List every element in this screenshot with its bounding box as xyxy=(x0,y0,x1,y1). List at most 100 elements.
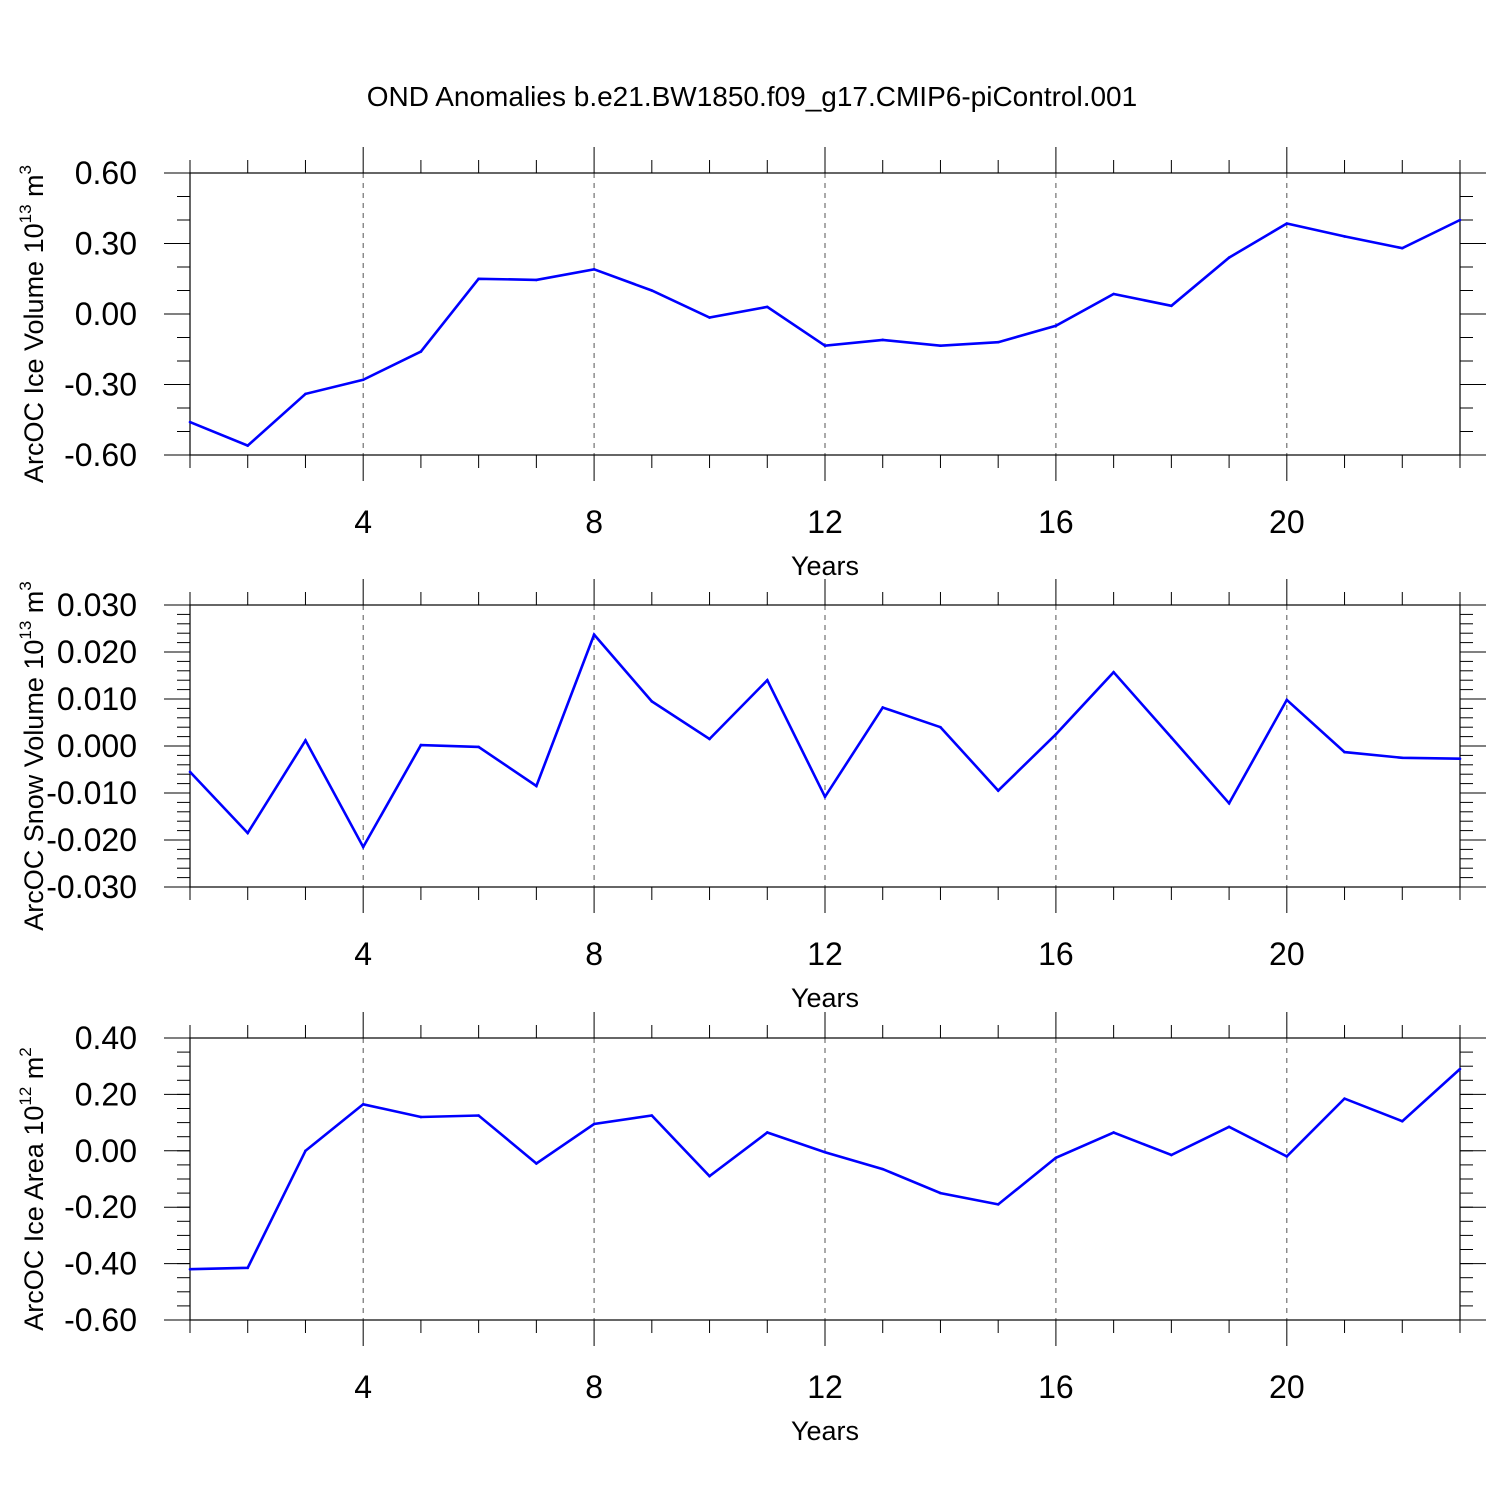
x-tick-label: 8 xyxy=(585,936,603,972)
data-point xyxy=(1343,235,1346,238)
data-point xyxy=(1112,292,1115,296)
y-tick-label: 0.020 xyxy=(57,634,137,670)
data-point xyxy=(592,268,596,271)
x-tick-label: 12 xyxy=(807,1369,843,1405)
data-point xyxy=(1112,1131,1115,1134)
data-point xyxy=(361,378,365,382)
x-tick-label: 4 xyxy=(354,936,372,972)
data-point xyxy=(1343,1097,1346,1100)
panel-ice-volume: -0.60 -0.30 0.00 0.30 0.60 4 8 12 16 20 Years ArcOC… xyxy=(16,147,1486,581)
x-axis-title: Years xyxy=(791,983,859,1013)
data-point xyxy=(996,789,1000,792)
y-axis-title: ArcOC Ice Volume 1013 m3 xyxy=(16,165,49,483)
x-tick-label: 20 xyxy=(1269,936,1305,972)
x-axis-title: Years xyxy=(791,1416,859,1446)
y-tick-label: -0.30 xyxy=(64,367,137,403)
y-tick-label: 0.40 xyxy=(75,1020,137,1056)
data-point xyxy=(419,743,423,747)
x-tick-label: 16 xyxy=(1038,1369,1074,1405)
x-tick-label: 12 xyxy=(807,504,843,540)
data-point xyxy=(361,845,365,849)
data-point xyxy=(881,706,885,709)
panel-snow-volume: -0.030 -0.020 -0.010 0.000 0.010 0.020 0.030 4 8… xyxy=(16,579,1486,1013)
data-point xyxy=(419,350,423,353)
data-point xyxy=(650,700,654,703)
data-point xyxy=(1400,1119,1404,1123)
panels: -0.60 -0.30 0.00 0.30 0.60 4 8 12 16 20 Years ArcOC… xyxy=(16,147,1486,1446)
data-point xyxy=(1458,1067,1462,1071)
y-tick-label: -0.20 xyxy=(64,1189,137,1225)
data-point xyxy=(535,278,538,282)
figure-title: OND Anomalies b.e21.BW1850.f09_g17.CMIP6… xyxy=(367,81,1137,112)
y-tick-label: 0.30 xyxy=(75,226,137,262)
data-point xyxy=(246,1266,250,1270)
x-tick-label: 12 xyxy=(807,936,843,972)
data-point xyxy=(1458,757,1462,760)
data-point xyxy=(650,289,654,292)
data-point xyxy=(1227,802,1231,805)
data-point xyxy=(939,1191,942,1195)
x-tick-label: 4 xyxy=(354,1369,372,1405)
data-point xyxy=(304,392,307,396)
x-axis-title: Years xyxy=(791,551,859,581)
x-tick-label: 16 xyxy=(1038,504,1074,540)
data-point xyxy=(535,1162,538,1165)
data-point xyxy=(592,633,596,636)
y-tick-label: -0.030 xyxy=(46,869,137,905)
data-point xyxy=(1285,698,1289,702)
y-axis-title: ArcOC Snow Volume 1013 m3 xyxy=(16,581,49,931)
data-point xyxy=(939,725,942,729)
data-point xyxy=(881,1167,885,1171)
y-tick-label: -0.010 xyxy=(46,775,137,811)
y-tick-label: 0.00 xyxy=(75,296,137,332)
y-tick-label: 0.010 xyxy=(57,681,137,717)
data-point xyxy=(188,1267,192,1271)
y-tick-label: -0.020 xyxy=(46,822,137,858)
data-point xyxy=(823,795,827,799)
data-point xyxy=(1170,304,1173,308)
y-tick-label: 0.60 xyxy=(75,155,137,191)
x-tick-label: 8 xyxy=(585,504,603,540)
y-tick-label: 0.000 xyxy=(57,728,137,764)
data-point xyxy=(246,444,250,447)
data-point xyxy=(765,678,769,682)
data-point xyxy=(765,305,769,309)
data-point xyxy=(304,1149,307,1153)
data-point xyxy=(1112,670,1115,674)
data-point xyxy=(1343,750,1346,754)
x-tick-label: 20 xyxy=(1269,504,1305,540)
data-point xyxy=(246,831,250,835)
y-tick-label: 0.030 xyxy=(57,587,137,623)
data-point xyxy=(361,1102,365,1106)
data-point xyxy=(996,1203,1000,1206)
data-point xyxy=(708,1174,711,1178)
data-point xyxy=(535,784,538,788)
data-point xyxy=(1054,1156,1058,1160)
data-point xyxy=(1227,256,1231,259)
data-point xyxy=(592,1122,596,1126)
data-point xyxy=(823,344,827,348)
data-point xyxy=(1400,246,1404,250)
data-point xyxy=(1285,222,1289,225)
x-tick-label: 16 xyxy=(1038,936,1074,972)
data-point xyxy=(477,277,480,281)
y-axis-title: ArcOC Ice Area 1012 m2 xyxy=(16,1047,49,1331)
data-point xyxy=(1458,218,1462,222)
data-point xyxy=(881,338,885,342)
data-point xyxy=(419,1115,423,1119)
y-tick-label: -0.40 xyxy=(64,1246,137,1282)
data-point xyxy=(1400,756,1404,760)
x-tick-label: 4 xyxy=(354,504,372,540)
x-tick-label: 8 xyxy=(585,1369,603,1405)
y-tick-label: -0.60 xyxy=(64,437,137,473)
data-point xyxy=(708,316,711,319)
data-point xyxy=(765,1131,769,1134)
data-point xyxy=(823,1150,827,1154)
y-tick-label: -0.60 xyxy=(64,1302,137,1338)
data-point xyxy=(1285,1155,1289,1158)
data-point xyxy=(1227,1125,1231,1129)
panel-ice-area: -0.60 -0.40 -0.20 0.00 0.20 0.40 4 8 12 16 20 Years… xyxy=(16,1012,1486,1446)
data-point xyxy=(304,739,307,742)
data-point xyxy=(939,344,942,348)
